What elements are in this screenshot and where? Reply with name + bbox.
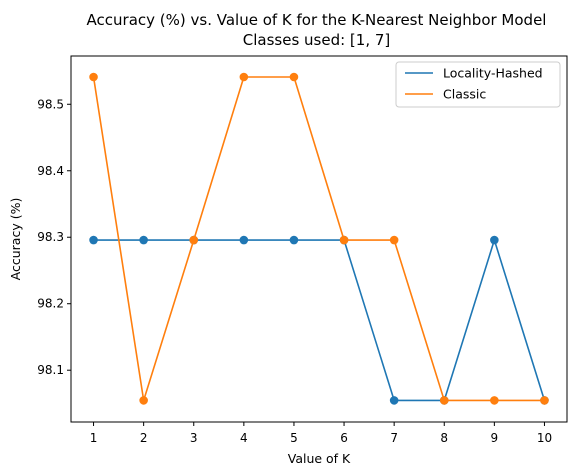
data-point-locality-hashed xyxy=(89,235,98,245)
x-tick-label: 10 xyxy=(537,431,552,445)
legend: Locality-Hashed Classic xyxy=(395,61,561,108)
data-point-classic xyxy=(239,72,249,82)
x-tick-label: 5 xyxy=(290,431,298,445)
x-tick-label: 9 xyxy=(491,431,499,445)
x-tick-label: 4 xyxy=(240,431,248,445)
y-tick-label: 98.4 xyxy=(37,164,64,178)
series-locality-hashed xyxy=(89,235,549,405)
data-point-classic xyxy=(339,235,349,245)
data-point-classic xyxy=(189,235,199,245)
data-point-classic xyxy=(289,72,299,82)
legend-box xyxy=(395,61,561,108)
y-tick-label: 98.3 xyxy=(37,230,64,244)
series-classic xyxy=(89,72,549,405)
data-point-locality-hashed xyxy=(389,396,399,405)
y-axis-ticks: 98.1 98.2 98.3 98.4 98.5 xyxy=(37,97,71,377)
plot-frame xyxy=(70,55,568,423)
data-point-classic xyxy=(439,396,449,405)
data-point-classic xyxy=(540,396,549,405)
data-point-locality-hashed xyxy=(490,235,499,245)
data-point-classic xyxy=(490,396,499,405)
x-tick-label: 2 xyxy=(140,431,148,445)
y-tick-label: 98.2 xyxy=(37,297,64,311)
x-tick-label: 8 xyxy=(440,431,448,445)
series-layer xyxy=(89,72,549,405)
x-axis-ticks: 1 2 3 4 5 6 7 8 9 10 xyxy=(90,422,552,445)
y-axis-label: Accuracy (%) xyxy=(8,198,23,281)
data-point-classic xyxy=(139,396,148,405)
x-tick-label: 1 xyxy=(90,431,98,445)
x-tick-label: 7 xyxy=(390,431,398,445)
chart-subtitle: Classes used: [1, 7] xyxy=(243,31,391,49)
data-point-locality-hashed xyxy=(289,235,299,245)
y-tick-label: 98.5 xyxy=(37,97,64,111)
x-tick-label: 6 xyxy=(340,431,348,445)
series-line-classic xyxy=(92,76,545,402)
chart-title: Accuracy (%) vs. Value of K for the K-Ne… xyxy=(87,11,547,29)
data-point-classic xyxy=(89,72,98,82)
legend-label-locality-hashed: Locality-Hashed xyxy=(443,66,543,81)
y-tick-label: 98.1 xyxy=(37,363,64,377)
series-line-locality-hashed xyxy=(93,239,546,402)
data-point-locality-hashed xyxy=(239,235,249,245)
legend-label-classic: Classic xyxy=(443,87,486,102)
x-axis-label: Value of K xyxy=(288,451,351,466)
data-point-locality-hashed xyxy=(139,235,148,245)
x-tick-label: 3 xyxy=(190,431,198,445)
data-point-classic xyxy=(389,235,399,245)
